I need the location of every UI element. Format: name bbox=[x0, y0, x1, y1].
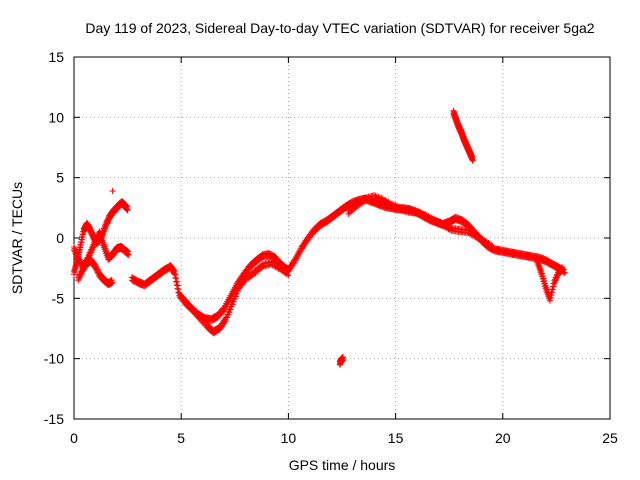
data-point bbox=[394, 203, 401, 210]
data-point bbox=[415, 208, 422, 215]
data-point bbox=[124, 207, 131, 214]
data-point bbox=[173, 275, 180, 282]
data-point bbox=[173, 279, 180, 286]
y-tick-label: 10 bbox=[48, 109, 64, 125]
x-axis-label: GPS time / hours bbox=[289, 457, 396, 473]
data-point bbox=[76, 256, 83, 263]
data-point bbox=[372, 192, 379, 199]
data-point bbox=[436, 218, 443, 225]
y-tick-label: 15 bbox=[48, 49, 64, 65]
data-point bbox=[172, 271, 179, 278]
data-point bbox=[432, 216, 439, 223]
y-tick-label: 5 bbox=[56, 170, 64, 186]
data-point bbox=[438, 219, 445, 226]
data-point bbox=[171, 268, 178, 275]
data-point bbox=[175, 286, 182, 293]
data-point bbox=[421, 210, 428, 217]
data-point bbox=[431, 216, 438, 223]
y-tick-label: -5 bbox=[52, 290, 65, 306]
series-arc-late bbox=[534, 256, 566, 304]
series-outlier-a bbox=[109, 187, 116, 194]
data-point bbox=[171, 267, 178, 274]
data-point bbox=[418, 209, 425, 216]
data-point bbox=[488, 242, 495, 249]
series-arc-morning-a bbox=[71, 198, 131, 278]
data-point bbox=[389, 201, 396, 208]
data-points bbox=[71, 107, 568, 368]
axis-ticks: 0 5 10 15 20 25 15 10 5 0 -5 -10 -15 bbox=[44, 49, 618, 446]
data-point bbox=[446, 223, 453, 230]
data-point bbox=[371, 192, 378, 199]
data-point bbox=[434, 217, 441, 224]
data-point bbox=[378, 195, 385, 202]
series-arc-day-c bbox=[345, 192, 498, 254]
data-point bbox=[92, 262, 99, 269]
data-point bbox=[391, 201, 398, 208]
data-point bbox=[392, 202, 399, 209]
data-point bbox=[282, 267, 289, 274]
y-axis-label: SDTVAR / TECUs bbox=[9, 182, 25, 294]
x-tick-label: 15 bbox=[388, 430, 404, 446]
data-point bbox=[435, 218, 442, 225]
series-arc-morning-b bbox=[71, 228, 132, 272]
data-point bbox=[285, 272, 292, 279]
data-point bbox=[95, 267, 102, 274]
x-tick-label: 20 bbox=[495, 430, 511, 446]
data-point bbox=[283, 268, 290, 275]
data-point bbox=[109, 279, 116, 286]
data-point bbox=[174, 282, 181, 289]
data-point bbox=[559, 266, 566, 273]
data-point bbox=[388, 200, 395, 207]
data-point bbox=[125, 251, 132, 258]
data-point bbox=[93, 263, 100, 270]
data-point bbox=[376, 194, 383, 201]
y-tick-label: 0 bbox=[56, 230, 64, 246]
chart-title: Day 119 of 2023, Sidereal Day-to-day VTE… bbox=[85, 20, 594, 36]
data-point bbox=[489, 243, 496, 250]
data-point bbox=[374, 193, 381, 200]
x-tick-label: 10 bbox=[281, 430, 297, 446]
x-tick-label: 25 bbox=[602, 430, 618, 446]
data-point bbox=[125, 248, 132, 255]
data-point bbox=[93, 264, 100, 271]
series-arc-morning-c bbox=[75, 256, 116, 289]
data-point bbox=[340, 356, 347, 363]
data-point bbox=[94, 266, 101, 273]
data-point bbox=[561, 269, 568, 276]
data-point bbox=[386, 199, 393, 206]
x-tick-label: 5 bbox=[177, 430, 185, 446]
data-point bbox=[375, 193, 382, 200]
y-tick-label: -10 bbox=[44, 351, 64, 367]
data-point bbox=[76, 255, 83, 262]
series-arc-day-b bbox=[178, 258, 292, 337]
data-point bbox=[469, 157, 476, 164]
series-outlier-b bbox=[336, 354, 347, 368]
data-point bbox=[75, 253, 82, 260]
data-point bbox=[395, 203, 402, 210]
data-point bbox=[416, 209, 423, 216]
data-point bbox=[429, 215, 436, 222]
data-point bbox=[419, 210, 426, 217]
data-point bbox=[491, 247, 498, 254]
data-point bbox=[109, 187, 116, 194]
data-point bbox=[77, 257, 84, 264]
x-tick-label: 0 bbox=[70, 430, 78, 446]
y-tick-label: -15 bbox=[44, 411, 64, 427]
data-point bbox=[414, 207, 421, 214]
data-point bbox=[108, 277, 115, 284]
series-steep-arc bbox=[450, 107, 476, 164]
